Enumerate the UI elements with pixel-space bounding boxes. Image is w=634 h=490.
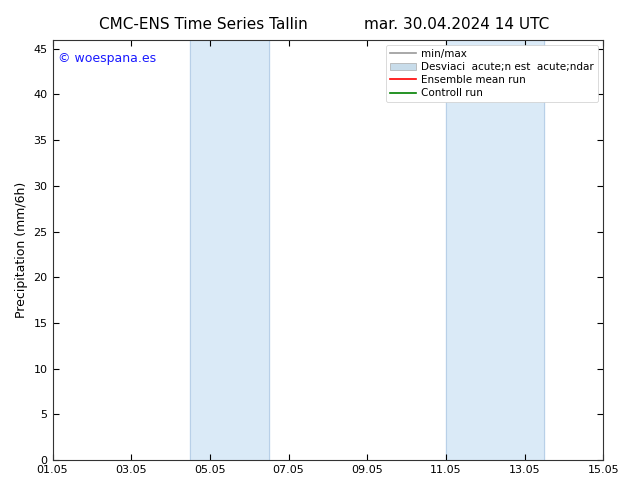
Bar bbox=[446, 40, 544, 460]
Text: mar. 30.04.2024 14 UTC: mar. 30.04.2024 14 UTC bbox=[364, 17, 549, 32]
Y-axis label: Precipitation (mm/6h): Precipitation (mm/6h) bbox=[15, 182, 28, 318]
Text: CMC-ENS Time Series Tallin: CMC-ENS Time Series Tallin bbox=[98, 17, 307, 32]
Bar bbox=[190, 40, 269, 460]
Text: © woespana.es: © woespana.es bbox=[58, 52, 156, 65]
Legend: min/max, Desviaci  acute;n est  acute;ndar, Ensemble mean run, Controll run: min/max, Desviaci acute;n est acute;ndar… bbox=[385, 45, 598, 102]
